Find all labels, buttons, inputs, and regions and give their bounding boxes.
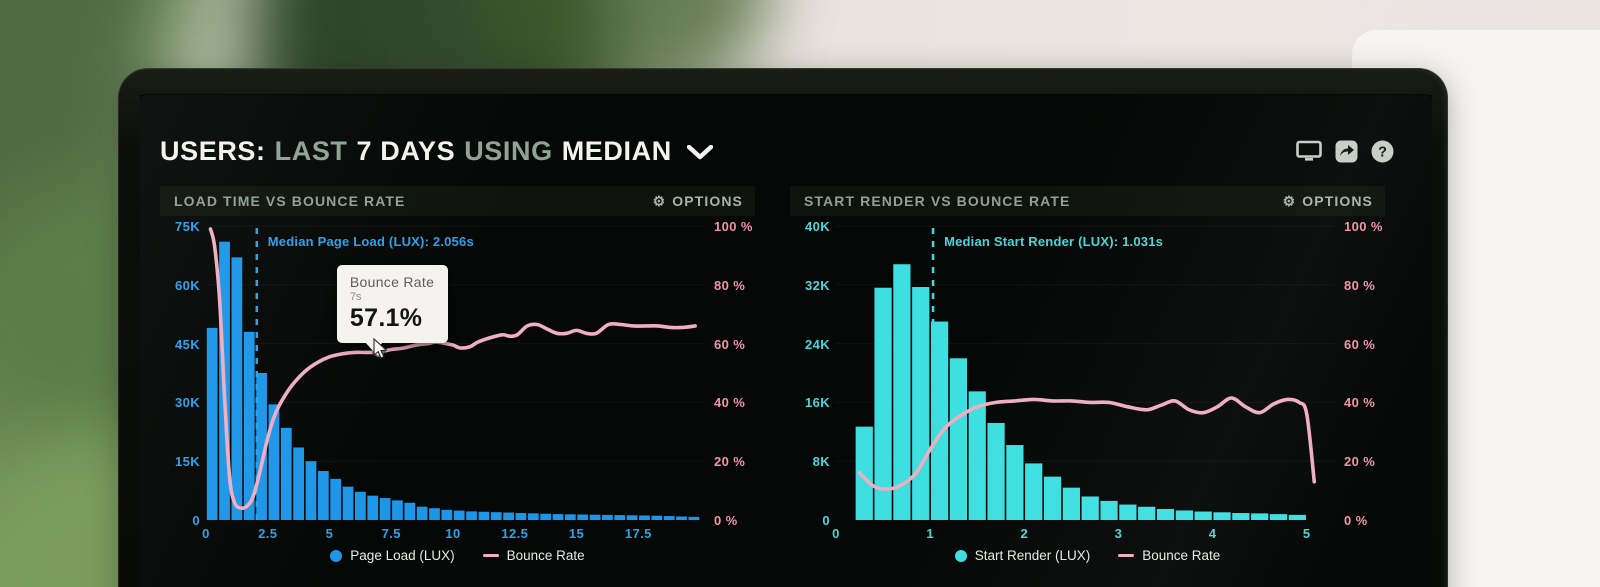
display-icon[interactable]: [1296, 140, 1322, 162]
options-button[interactable]: ⚙ OPTIONS: [653, 193, 743, 209]
legend-label: Start Render (LUX): [974, 548, 1091, 563]
legend-line-swatch: [1118, 553, 1135, 558]
legend-dot-swatch: [330, 549, 343, 562]
chart-legend: Start Render (LUX) Bounce Rate: [790, 548, 1385, 563]
share-icon[interactable]: [1335, 140, 1358, 163]
legend-item: Page Load (LUX): [330, 548, 455, 563]
legend-line-swatch: [482, 553, 499, 558]
legend-dot-swatch: [954, 549, 967, 562]
dashboard-header: USERS: LAST 7 DAYS USING MEDIAN: [160, 129, 1412, 173]
legend-item: Bounce Rate: [1118, 548, 1220, 563]
tooltip-value: 57.1%: [349, 304, 423, 333]
gear-icon: ⚙: [652, 193, 667, 209]
panel-title: LOAD TIME VS BOUNCE RATE: [174, 193, 406, 209]
panel-header: START RENDER VS BOUNCE RATE ⚙ OPTIONS: [790, 186, 1385, 216]
median-annotation: Median Start Render (LUX): 1.031s: [944, 234, 1164, 249]
chart-legend: Page Load (LUX) Bounce Rate: [160, 548, 755, 563]
tooltip-subtitle: 7s: [349, 291, 362, 304]
x-axis-labels: 0 2.5 5 7.5 10 12.5 15 17.5: [202, 526, 652, 541]
options-label: OPTIONS: [1302, 193, 1373, 209]
chevron-down-icon: [686, 145, 713, 160]
title-segment: LAST: [274, 135, 348, 166]
title-segment: MEDIAN: [561, 135, 672, 166]
legend-label: Bounce Rate: [1142, 548, 1221, 563]
panel-header: LOAD TIME VS BOUNCE RATE ⚙ OPTIONS: [160, 186, 755, 216]
tooltip-title: Bounce Rate: [349, 274, 435, 291]
chart-plot[interactable]: Median Page Load (LUX): 2.056s Bounce Ra…: [206, 225, 705, 520]
legend-label: Page Load (LUX): [350, 548, 455, 563]
tooltip: Bounce Rate 7s 57.1%: [336, 265, 449, 353]
gear-icon: ⚙: [1282, 193, 1297, 209]
y-axis-left-labels: 0 15K 30K 45K 60K 75K: [174, 219, 200, 528]
legend-item: Start Render (LUX): [954, 548, 1091, 563]
mouse-cursor-icon: [373, 337, 388, 359]
y-axis-right-labels: 0 % 20 % 40 % 60 % 80 % 100 %: [714, 219, 753, 528]
y-axis-right-labels: 0 % 20 % 40 % 60 % 80 % 100 %: [1344, 219, 1383, 528]
panel-title: START RENDER VS BOUNCE RATE: [804, 193, 1071, 209]
dashboard: USERS: LAST 7 DAYS USING MEDIAN: [140, 95, 1432, 587]
options-label: OPTIONS: [672, 193, 743, 209]
legend-label: Bounce Rate: [506, 548, 585, 563]
header-icon-group: ?: [1296, 140, 1394, 163]
options-button[interactable]: ⚙ OPTIONS: [1283, 193, 1373, 209]
title-segment: USING: [464, 135, 553, 166]
chart-plot[interactable]: Median Start Render (LUX): 1.031s: [836, 225, 1335, 520]
svg-text:?: ?: [1378, 144, 1387, 160]
title-segment: USERS:: [160, 135, 266, 166]
help-icon[interactable]: ?: [1371, 140, 1394, 163]
y-axis-left-labels: 0 8K 16K 24K 32K 40K: [804, 219, 830, 528]
title-segment: 7 DAYS: [356, 135, 456, 166]
legend-item: Bounce Rate: [482, 548, 585, 563]
median-annotation: Median Page Load (LUX): 2.056s: [267, 234, 474, 249]
users-dropdown[interactable]: USERS: LAST 7 DAYS USING MEDIAN: [160, 136, 713, 167]
panel-load-time-vs-bounce-rate: LOAD TIME VS BOUNCE RATE ⚙ OPTIONS 0 15K 3…: [160, 186, 755, 578]
